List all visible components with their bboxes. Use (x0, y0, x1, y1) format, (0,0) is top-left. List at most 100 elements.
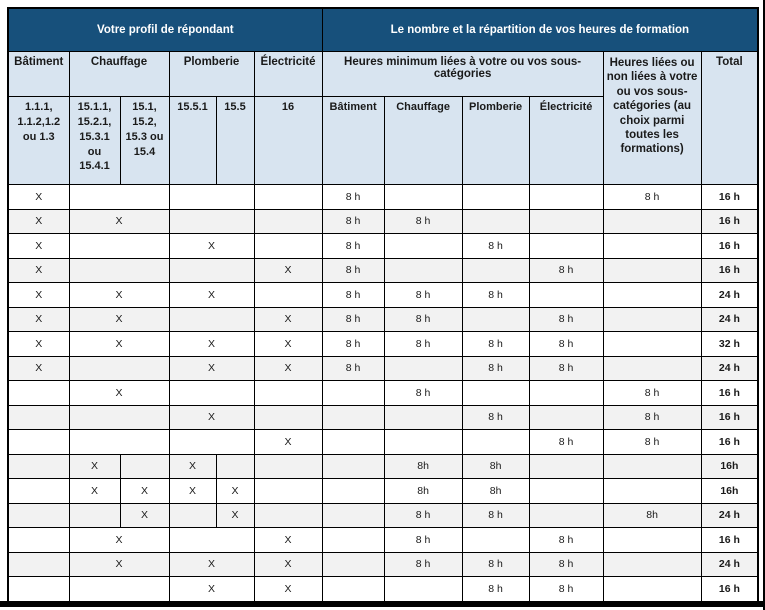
empty-cell (7, 380, 70, 406)
empty-cell (7, 576, 70, 602)
col-header-electricite: Électricité (253, 51, 323, 97)
empty-cell (461, 380, 530, 406)
empty-cell (528, 404, 604, 430)
profile-mark-cell: X (253, 257, 323, 283)
profile-mark-cell: X (68, 453, 121, 479)
empty-cell (68, 233, 170, 259)
profile-mark-cell: X (253, 551, 323, 577)
hours-cell: 8 h (528, 527, 604, 553)
profile-mark-cell: X (7, 355, 70, 381)
profile-mark-cell: X (68, 331, 170, 357)
empty-cell (383, 233, 463, 259)
profile-mark-cell: X (253, 527, 323, 553)
hours-cell: 8 h (528, 331, 604, 357)
hours-cell: 8 h (528, 429, 604, 455)
profile-mark-cell: X (68, 380, 170, 406)
empty-cell (602, 306, 702, 332)
profile-mark-cell: X (7, 233, 70, 259)
profile-mark-cell: X (68, 551, 170, 577)
hours-cell: 8h (461, 478, 530, 504)
total-cell: 24 h (700, 551, 759, 577)
total-cell: 16 h (700, 257, 759, 283)
empty-cell (168, 306, 255, 332)
col-header-batiment: Bâtiment (7, 51, 70, 97)
empty-cell (7, 429, 70, 455)
total-cell: 16 h (700, 527, 759, 553)
category-header-row: Bâtiment Chauffage Plomberie Électricité… (7, 51, 759, 185)
empty-cell (321, 527, 385, 553)
banner-row: Votre profil de répondant Le nombre et l… (7, 7, 759, 52)
profile-mark-cell: X (168, 551, 255, 577)
total-cell: 16h (700, 453, 759, 479)
hours-cell: 8 h (383, 208, 463, 234)
code-electricite: 16 (253, 96, 323, 185)
table-bottom-border (0, 601, 765, 607)
hours-cell: 8 h (602, 404, 702, 430)
code-plomberie-cat: 15.5 (215, 96, 255, 185)
total-cell: 16 h (700, 184, 759, 210)
hours-cell: 8 h (602, 429, 702, 455)
hours-cell: 8 h (528, 306, 604, 332)
empty-cell (168, 429, 255, 455)
empty-cell (461, 257, 530, 283)
hours-cell: 8 h (383, 380, 463, 406)
code-header-row: 1.1.1, 1.1.2,1.2 ou 1.3 15.1.1, 15.2.1, … (7, 96, 758, 185)
profile-mark-cell: X (68, 527, 170, 553)
profile-mark-cell: X (168, 404, 255, 430)
empty-cell (602, 208, 702, 234)
profile-mark-cell: X (168, 282, 255, 308)
profile-mark-cell: X (68, 282, 170, 308)
hours-col-electricite: Électricité (528, 96, 604, 185)
empty-cell (253, 184, 323, 210)
empty-cell (321, 429, 385, 455)
hours-cell: 8 h (528, 355, 604, 381)
hours-cell: 8 h (383, 282, 463, 308)
empty-cell (168, 502, 217, 528)
hours-cell: 8 h (321, 355, 385, 381)
empty-cell (68, 184, 170, 210)
empty-cell (602, 233, 702, 259)
empty-cell (7, 404, 70, 430)
empty-cell (602, 331, 702, 357)
total-cell: 24 h (700, 306, 759, 332)
hours-cell: 8 h (383, 502, 463, 528)
profile-mark-cell: X (119, 478, 170, 504)
empty-cell (383, 355, 463, 381)
empty-cell (321, 478, 385, 504)
total-cell: 16 h (700, 233, 759, 259)
hours-col-plomberie: Plomberie (461, 96, 530, 185)
profile-mark-cell: X (7, 282, 70, 308)
empty-cell (461, 184, 530, 210)
empty-cell (602, 355, 702, 381)
profile-mark-cell: X (68, 208, 170, 234)
header-heures-formation: Le nombre et la répartition de vos heure… (321, 7, 759, 52)
empty-cell (321, 502, 385, 528)
profile-mark-cell: X (253, 355, 323, 381)
empty-cell (321, 380, 385, 406)
profile-mark-cell: X (168, 453, 217, 479)
empty-cell (602, 576, 702, 602)
empty-cell (215, 453, 255, 479)
empty-cell (7, 551, 70, 577)
empty-cell (461, 527, 530, 553)
profile-mark-cell: X (68, 478, 121, 504)
empty-cell (68, 355, 170, 381)
empty-cell (68, 257, 170, 283)
code-batiment: 1.1.1, 1.1.2,1.2 ou 1.3 (7, 96, 70, 185)
total-cell: 16 h (700, 380, 759, 406)
empty-cell (253, 404, 323, 430)
empty-cell (383, 576, 463, 602)
hours-cell: 8 h (321, 233, 385, 259)
hours-cell: 8 h (321, 257, 385, 283)
hours-cell: 8 h (383, 306, 463, 332)
hours-cell: 8 h (321, 208, 385, 234)
empty-cell (253, 478, 323, 504)
profile-mark-cell: X (215, 502, 255, 528)
